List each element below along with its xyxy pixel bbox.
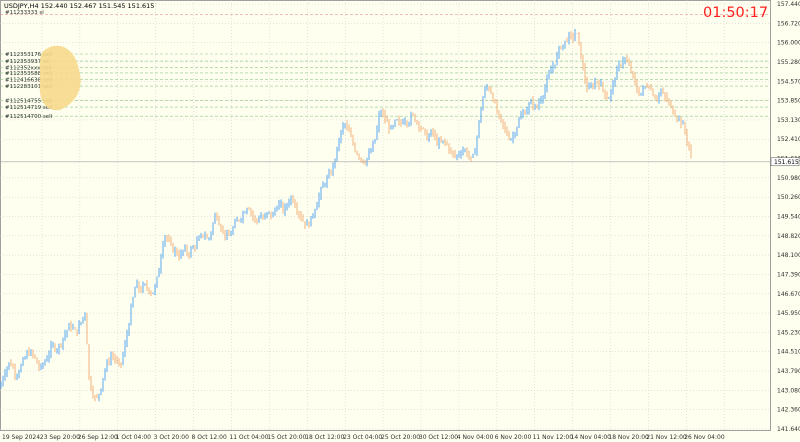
order-label: #112283101 sell — [5, 84, 53, 90]
y-tick-label: 142.360 — [777, 407, 800, 414]
y-tick-label: 147.390 — [777, 271, 800, 278]
order-label: #112353588 sell — [5, 71, 53, 77]
x-tick-label: 23 Sep 20:00 — [40, 434, 80, 441]
x-tick-label: 14 Nov 04:00 — [571, 434, 612, 441]
y-tick-label: 150.260 — [777, 194, 800, 201]
x-tick-label: 21 Nov 12:00 — [646, 434, 687, 441]
y-tick-label: 150.980 — [777, 175, 800, 182]
x-tick-label: 26 Nov 04:00 — [684, 434, 725, 441]
y-tick-label: 141.640 — [777, 426, 800, 433]
order-label: #112514719 sell — [5, 105, 53, 111]
x-tick-label: 19 Sep 2024 — [2, 434, 40, 441]
chart-header-symbol: USDJPY,H4 152.440 152.467 151.545 151.61… — [4, 2, 154, 10]
y-tick-label: 143.790 — [777, 368, 800, 375]
x-tick-label: 11 Oct 04:00 — [229, 434, 268, 441]
current-price-box — [770, 157, 800, 167]
y-tick-label: 156.000 — [777, 40, 800, 47]
order-label: #112416638 sell — [5, 77, 53, 83]
x-tick-label: 25 Oct 20:00 — [381, 434, 420, 441]
x-tick-label: 18 Oct 12:00 — [305, 434, 344, 441]
y-tick-label: 145.950 — [777, 310, 800, 317]
x-tick-label: 23 Oct 04:00 — [343, 434, 382, 441]
y-tick-label: 154.570 — [777, 78, 800, 85]
order-label: #112353937 se — [5, 59, 50, 65]
order-label: #112352xxx sell — [5, 66, 52, 72]
y-tick-label: 144.510 — [777, 349, 800, 356]
x-tick-label: 4 Nov 04:00 — [457, 434, 494, 441]
candle-timer: 01:50:17 — [703, 5, 768, 21]
x-tick-label: 6 Nov 20:00 — [495, 434, 532, 441]
y-tick-label: 155.280 — [777, 59, 800, 66]
y-tick-label: 148.100 — [777, 252, 800, 259]
x-tick-label: 1 Oct 04:00 — [116, 434, 151, 441]
y-tick-label: 152.410 — [777, 136, 800, 143]
y-tick-label: 153.850 — [777, 98, 800, 105]
x-tick-label: 30 Oct 12:00 — [419, 434, 458, 441]
x-tick-label: 15 Oct 20:00 — [267, 434, 306, 441]
y-tick-label: 143.080 — [777, 387, 800, 394]
y-tick-label: 146.670 — [777, 291, 800, 298]
current-price-label: 151.615 — [774, 159, 799, 166]
order-label: #112514700 sell — [5, 114, 53, 120]
x-tick-label: 18 Nov 20:00 — [608, 434, 649, 441]
stop-loss-label: #11233333 sl — [5, 10, 44, 16]
redaction-blob — [39, 45, 81, 111]
y-tick-label: 156.720 — [777, 20, 800, 27]
y-tick-label: 157.440 — [777, 1, 800, 8]
y-tick-label: 153.130 — [777, 117, 800, 124]
order-label: #112514755 sell — [5, 98, 53, 104]
plot-frame — [0, 0, 771, 431]
order-label: #112353176 sell — [5, 52, 53, 58]
x-tick-label: 8 Oct 12:00 — [192, 434, 227, 441]
y-tick-label: 149.540 — [777, 214, 800, 221]
y-tick-label: 145.230 — [777, 329, 800, 336]
y-tick-label: 148.820 — [777, 233, 800, 240]
x-tick-label: 26 Sep 12:00 — [78, 434, 118, 441]
x-tick-label: 11 Nov 12:00 — [533, 434, 574, 441]
x-tick-label: 3 Oct 20:00 — [154, 434, 189, 441]
